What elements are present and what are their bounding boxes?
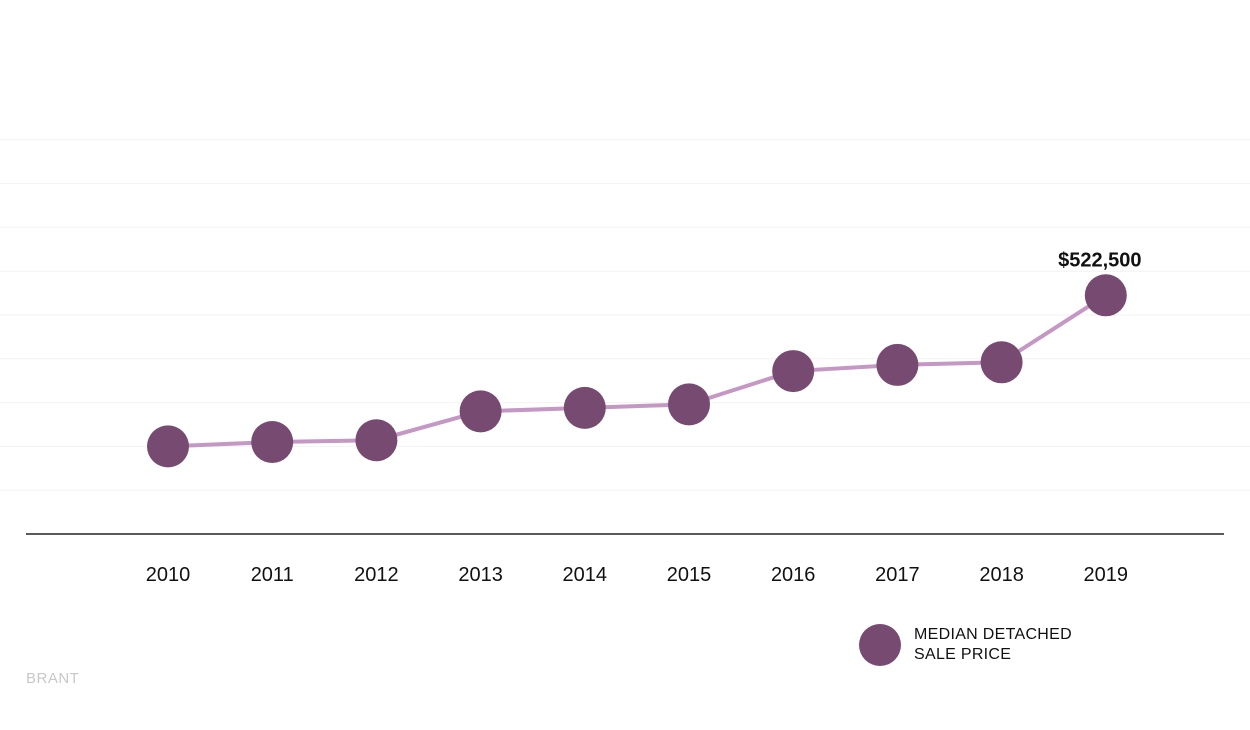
data-point-2018 bbox=[980, 341, 1023, 384]
data-point-2014 bbox=[563, 386, 606, 429]
data-point-2010 bbox=[147, 425, 189, 468]
x-tick-label: 2019 bbox=[1084, 564, 1129, 586]
legend-label: MEDIAN DETACHED SALE PRICE bbox=[914, 625, 1094, 665]
x-tick-label: 2017 bbox=[875, 564, 920, 586]
x-tick-labels: 2010 2011 2012 2013 2014 2015 2016 2017 2018 2019 bbox=[146, 564, 1128, 586]
data-point-2015 bbox=[668, 383, 710, 426]
x-tick-label: 2014 bbox=[563, 564, 608, 586]
data-point-2017 bbox=[876, 343, 919, 386]
data-labels: $522,500 bbox=[1058, 249, 1141, 271]
legend-label-line1: MEDIAN DETACHED bbox=[914, 626, 1072, 643]
data-label: $522,500 bbox=[1058, 249, 1141, 271]
x-tick-label: 2011 bbox=[251, 564, 294, 586]
legend: MEDIAN DETACHED SALE PRICE bbox=[859, 624, 1094, 666]
x-tick-label: 2016 bbox=[771, 564, 816, 586]
x-tick-label: 2013 bbox=[458, 564, 503, 586]
legend-label-line2: SALE PRICE bbox=[914, 646, 1012, 663]
series-line bbox=[167, 293, 1107, 449]
brand-watermark: BRANT bbox=[26, 670, 80, 687]
data-point-2013 bbox=[459, 390, 502, 433]
legend-swatch bbox=[859, 624, 901, 666]
data-point-2012 bbox=[355, 419, 398, 462]
x-tick-label: 2018 bbox=[979, 564, 1024, 586]
series-layer bbox=[147, 274, 1127, 468]
data-point-2019 bbox=[1084, 274, 1127, 317]
x-tick-label: 2015 bbox=[667, 564, 712, 586]
x-tick-label: 2012 bbox=[354, 564, 399, 586]
gridlines bbox=[0, 139, 1250, 491]
x-tick-label: 2010 bbox=[146, 564, 191, 586]
data-point-2016 bbox=[772, 350, 815, 393]
data-point-2011 bbox=[251, 421, 294, 464]
